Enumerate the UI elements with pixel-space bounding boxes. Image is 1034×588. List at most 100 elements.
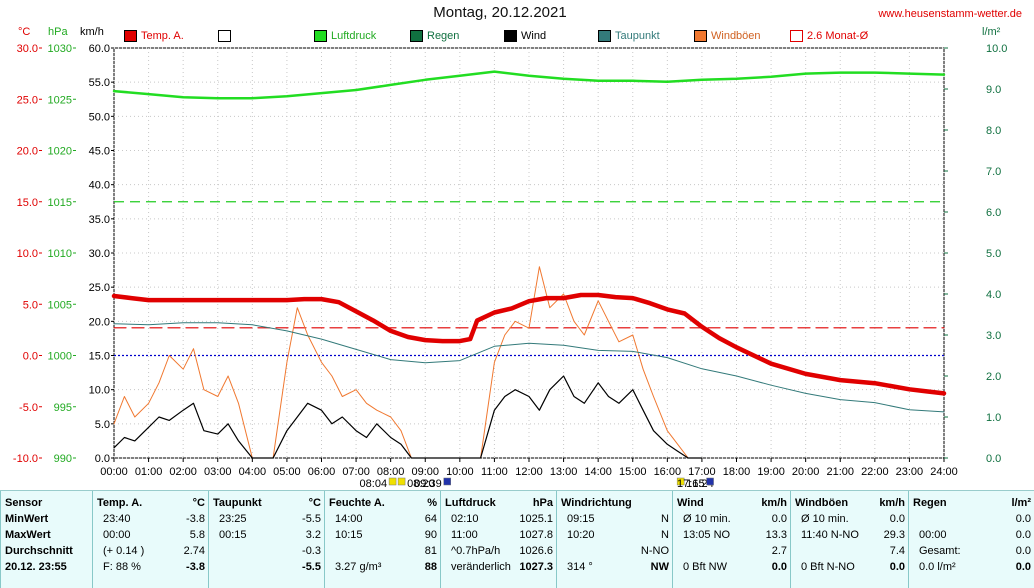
legend-item: Windböen bbox=[694, 30, 761, 42]
legend-item: Regen bbox=[410, 30, 459, 42]
y-tick-label-pressure_hpa: 1020 bbox=[48, 146, 72, 158]
stats-row: 00:00 0.0 bbox=[913, 529, 1031, 545]
x-tick-label: 12:00 bbox=[515, 466, 543, 478]
stats-row: 23:25 -5.5 bbox=[213, 513, 321, 529]
x-tick-label: 00:00 bbox=[100, 466, 128, 478]
stats-cell-label: Ø 10 min. bbox=[801, 513, 849, 525]
stats-panel: Sensor MinWert MaxWert Durchschnitt 20.12. 2… bbox=[0, 490, 1034, 588]
y-tick-label-pressure_hpa: 1025 bbox=[48, 94, 72, 106]
stats-col-taupunkt: Taupunkt °C 23:25 -5.5 00:15 3.2 -0.3 -5.5 bbox=[208, 491, 325, 588]
time-marker bbox=[676, 477, 685, 486]
y-tick-label-rain: 6.0 bbox=[986, 207, 1001, 219]
y-tick-label-temp_c: 0.0 bbox=[23, 351, 38, 363]
y-tick-label-rain: 2.0 bbox=[986, 371, 1001, 383]
x-tick-label: 15:00 bbox=[619, 466, 647, 478]
stats-row: 02:10 1025.1 bbox=[445, 513, 553, 529]
y-tick-label-pressure_hpa: 995 bbox=[54, 402, 72, 414]
legend-item: Wind bbox=[504, 30, 546, 42]
y-tick-label-pressure_hpa: 1015 bbox=[48, 197, 72, 209]
series-line-taupunkt bbox=[113, 322, 945, 413]
y-tick-label-temp_c: 15.0 bbox=[17, 197, 38, 209]
y-tick-label-wind_kmh: 25.0 bbox=[89, 282, 110, 294]
y-tick-label-wind_kmh: 15.0 bbox=[89, 351, 110, 363]
stats-cell-value: 90 bbox=[424, 529, 437, 541]
stats-col-wind: Wind km/h Ø 10 min. 0.0 13:05 NO 13.3 2.7 0 Bft… bbox=[672, 491, 791, 588]
legend-item: 2.6 Monat-Ø bbox=[790, 30, 868, 42]
stats-row: 81 bbox=[329, 545, 437, 561]
x-tick-label: 24:00 bbox=[930, 466, 958, 478]
x-tick-label: 09:00 bbox=[411, 466, 439, 478]
stats-cell-label: 10:15 bbox=[335, 529, 363, 541]
stats-header-label: Luftdruck bbox=[445, 497, 496, 509]
legend-label: 2.6 Monat-Ø bbox=[807, 30, 869, 42]
site-url[interactable]: www.heusenstamm-wetter.de bbox=[878, 8, 1022, 20]
unit-kmh: km/h bbox=[80, 26, 104, 38]
stats-row: ^0.7hPa/h 1026.6 bbox=[445, 545, 553, 561]
legend-label: Temp. A. bbox=[141, 30, 184, 42]
stats-header: Sensor bbox=[5, 497, 89, 513]
stats-cell-value: 2.7 bbox=[771, 545, 787, 557]
stats-cell-value: 0.0 bbox=[1015, 529, 1031, 541]
stats-header-label: Wind bbox=[677, 497, 704, 509]
stats-row: F: 88 % -3.8 bbox=[97, 561, 205, 577]
x-tick-label: 11:00 bbox=[481, 466, 508, 478]
stats-cell-label: 13:05 NO bbox=[683, 529, 731, 541]
stats-row: 23:40 -3.8 bbox=[97, 513, 205, 529]
stats-cell-value: 0.0 bbox=[889, 513, 905, 525]
stats-cell-value: 29.3 bbox=[883, 529, 905, 541]
stats-header: Wind km/h bbox=[677, 497, 787, 513]
stats-row: 14:00 64 bbox=[329, 513, 437, 529]
stats-row: 0.0 bbox=[913, 513, 1031, 529]
time-marker-label: 08:20 bbox=[407, 478, 435, 490]
stats-row: 00:15 3.2 bbox=[213, 529, 321, 545]
stats-header: Feuchte A.% bbox=[329, 497, 437, 513]
stats-cell-value: 0.0 bbox=[889, 561, 905, 573]
stats-header-unit: °C bbox=[308, 497, 321, 509]
stats-header: Regen l/m² bbox=[913, 497, 1031, 513]
stats-row: 20.12. 23:55 bbox=[5, 561, 89, 577]
stats-header-label: Regen bbox=[913, 497, 947, 509]
legend-label: Taupunkt bbox=[615, 30, 660, 42]
stats-row: 0.0 l/m² 0.0 bbox=[913, 561, 1031, 577]
stats-row: N-NO bbox=[561, 545, 669, 561]
stats-cell-label: 00:15 bbox=[219, 529, 247, 541]
y-tick-label-wind_kmh: 35.0 bbox=[89, 214, 110, 226]
series-line-windb-en bbox=[113, 266, 703, 459]
legend-item: Taupunkt bbox=[598, 30, 660, 42]
x-tick-label: 07:00 bbox=[342, 466, 370, 478]
stats-cell-label: 00:00 bbox=[919, 529, 947, 541]
stats-header-label: Temp. A. bbox=[97, 497, 143, 509]
x-tick-label: 13:00 bbox=[550, 466, 578, 478]
time-marker-label: 17:15 bbox=[677, 478, 705, 490]
stats-header-unit: °C bbox=[192, 497, 205, 509]
stats-row: veränderlich 1027.3 bbox=[445, 561, 553, 577]
stats-header: Taupunkt °C bbox=[213, 497, 321, 513]
stats-cell-value: 2.74 bbox=[183, 545, 205, 557]
unit-hpa: hPa bbox=[48, 26, 68, 38]
x-tick-label: 08:00 bbox=[377, 466, 405, 478]
stats-cell-label: 09:15 bbox=[567, 513, 595, 525]
time-marker bbox=[388, 477, 397, 486]
stats-row: -5.5 bbox=[213, 561, 321, 577]
y-tick-label-wind_kmh: 40.0 bbox=[89, 180, 110, 192]
stats-col-windboeen: Windböen km/h Ø 10 min. 0.0 11:40 N-NO 29.3 7.… bbox=[790, 491, 909, 588]
stats-cell-label: Gesamt: bbox=[919, 545, 961, 557]
x-tick-label: 17:00 bbox=[688, 466, 716, 478]
time-marker-label: 09:39 bbox=[414, 478, 442, 490]
stats-row-label: 20.12. 23:55 bbox=[5, 561, 67, 573]
legend-label: Wind bbox=[521, 30, 547, 42]
stats-row: 10:20 N bbox=[561, 529, 669, 545]
y-tick-label-rain: 10.0 bbox=[986, 43, 1007, 55]
y-tick-label-rain: 1.0 bbox=[986, 412, 1001, 424]
y-tick-label-rain: 3.0 bbox=[986, 330, 1001, 342]
stats-row: 09:15 N bbox=[561, 513, 669, 529]
stats-cell-value: 0.0 bbox=[771, 561, 787, 573]
y-tick-label-pressure_hpa: 990 bbox=[54, 453, 72, 465]
y-tick-label-rain: 4.0 bbox=[986, 289, 1001, 301]
stats-header: Luftdruck hPa bbox=[445, 497, 553, 513]
stats-header: Windböen km/h bbox=[795, 497, 905, 513]
stats-row: 7.4 bbox=[795, 545, 905, 561]
stats-cell-label: 3.27 g/m³ bbox=[335, 561, 382, 573]
stats-row: 10:15 90 bbox=[329, 529, 437, 545]
stats-cell-value: 64 bbox=[424, 513, 437, 525]
